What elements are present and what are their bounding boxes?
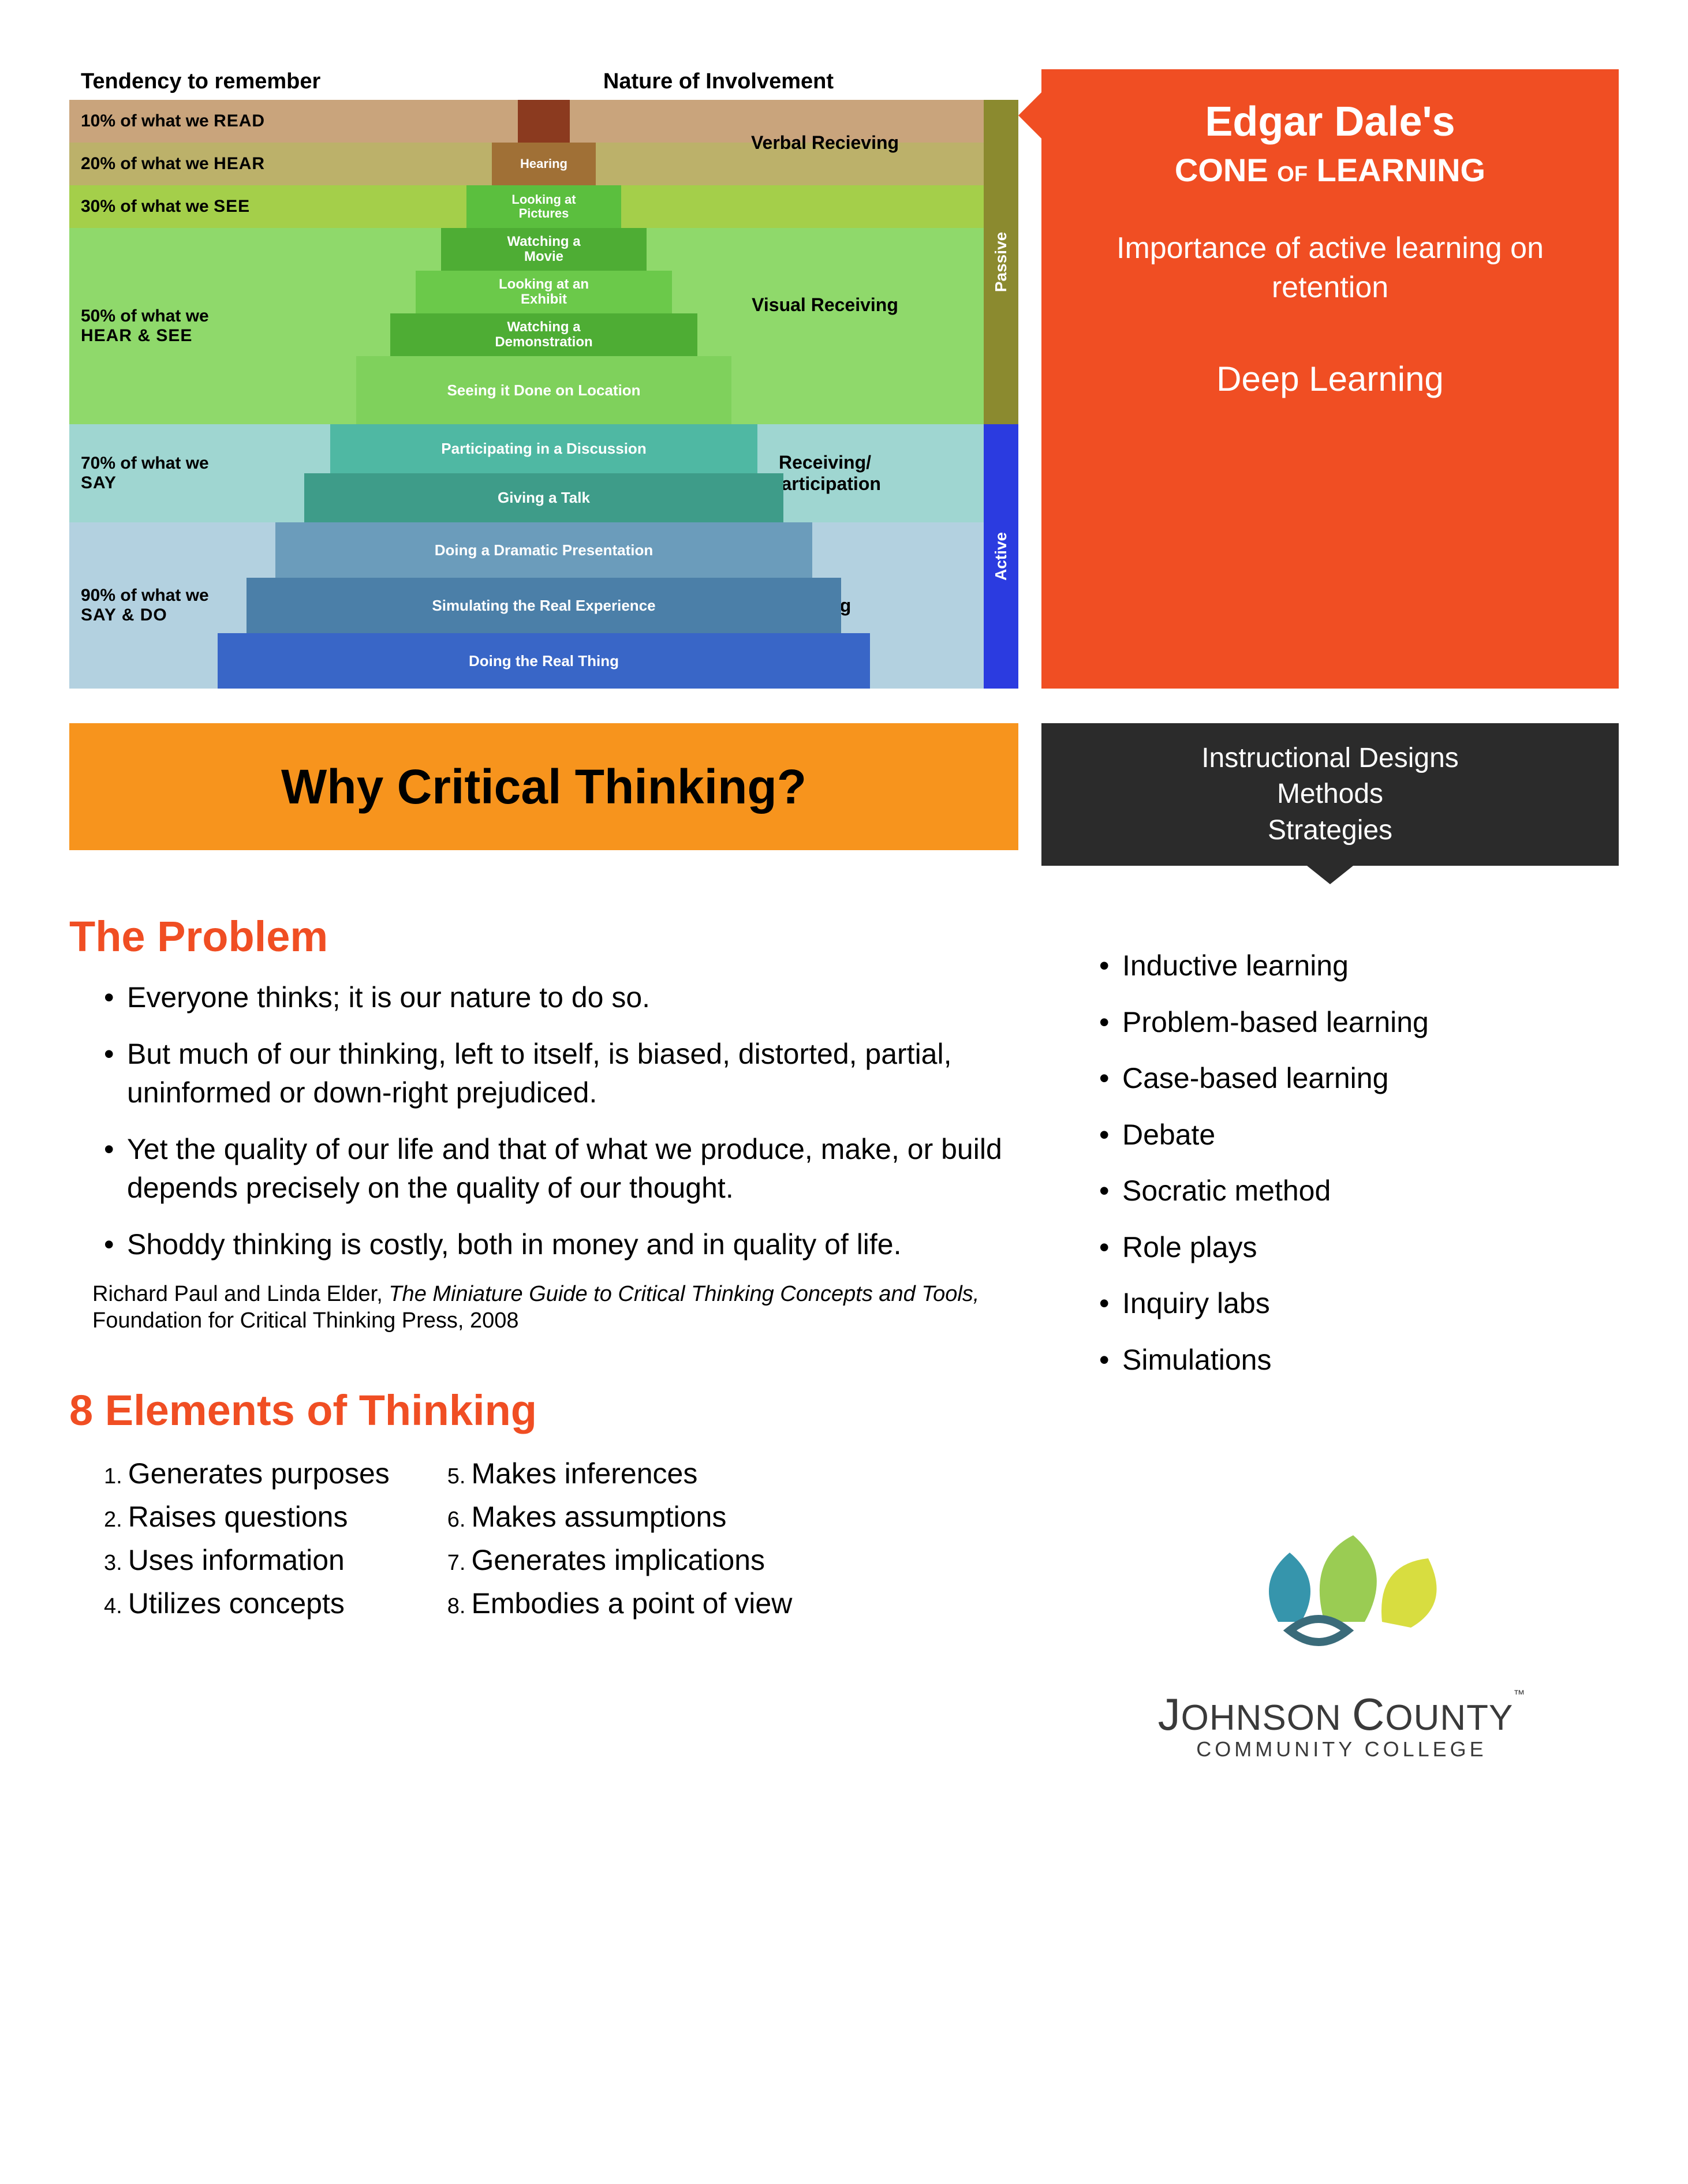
- header-left: Tendency to remember: [81, 69, 320, 94]
- side-label: Passive: [984, 100, 1018, 424]
- pyramid-band: Watching a Movie: [441, 228, 647, 271]
- pyramid-band: Simulating the Real Experience: [247, 578, 841, 633]
- method-item: Socratic method: [1099, 1172, 1619, 1211]
- method-item: Inquiry labs: [1099, 1284, 1619, 1323]
- side-label: Active: [984, 424, 1018, 689]
- instructional-designs-box: Instructional Designs Methods Strategies: [1041, 723, 1619, 866]
- pyramid-band: [518, 100, 570, 143]
- pyramid: HearingLooking at PicturesWatching a Mov…: [197, 100, 890, 689]
- cone-title-box: Edgar Dale's CONE OF LEARNING Importance…: [1041, 69, 1619, 689]
- logo-line2: COMMUNITY COLLEGE: [1065, 1737, 1619, 1762]
- problem-list: Everyone thinks; it is our nature to do …: [69, 978, 1018, 1264]
- red-subtitle: CONE OF LEARNING: [1065, 151, 1596, 189]
- element-item: 7.Generates implications: [447, 1539, 793, 1582]
- citation: Richard Paul and Linda Elder, The Miniat…: [69, 1281, 1018, 1334]
- method-item: Case-based learning: [1099, 1059, 1619, 1098]
- red-body: Importance of active learning on retenti…: [1065, 229, 1596, 307]
- pyramid-band: Watching a Demonstration: [390, 313, 697, 356]
- element-item: 5.Makes inferences: [447, 1452, 793, 1495]
- method-item: Debate: [1099, 1116, 1619, 1155]
- right-column: Inductive learning Problem-based learning…: [1065, 912, 1619, 1762]
- header-right: Nature of Involvement: [603, 69, 834, 94]
- element-item: 8.Embodies a point of view: [447, 1582, 793, 1625]
- element-item: 6.Makes assumptions: [447, 1495, 793, 1539]
- problem-item: But much of our thinking, left to itself…: [104, 1035, 1018, 1113]
- elements-heading: 8 Elements of Thinking: [69, 1386, 1018, 1435]
- cone-of-learning-diagram: Tendency to remember Nature of Involveme…: [69, 69, 1018, 689]
- red-deep: Deep Learning: [1065, 359, 1596, 399]
- problem-heading: The Problem: [69, 912, 1018, 961]
- pyramid-band: Looking at Pictures: [466, 185, 621, 228]
- pyramid-band: Doing the Real Thing: [218, 633, 870, 689]
- method-item: Role plays: [1099, 1228, 1619, 1267]
- pyramid-band: Hearing: [492, 143, 596, 185]
- problem-item: Yet the quality of our life and that of …: [104, 1130, 1018, 1208]
- method-item: Simulations: [1099, 1341, 1619, 1380]
- method-item: Problem-based learning: [1099, 1003, 1619, 1042]
- content-row: The Problem Everyone thinks; it is our n…: [69, 912, 1619, 1762]
- problem-item: Everyone thinks; it is our nature to do …: [104, 978, 1018, 1018]
- pyramid-band: Seeing it Done on Location: [356, 356, 731, 424]
- top-row: Tendency to remember Nature of Involveme…: [69, 69, 1619, 689]
- pyramid-band: Looking at an Exhibit: [416, 271, 672, 313]
- logo-leaves-icon: [1197, 1506, 1486, 1668]
- element-item: 3.Uses information: [104, 1539, 390, 1582]
- elements-list: 1.Generates purposes2.Raises questions3.…: [69, 1452, 1018, 1625]
- method-item: Inductive learning: [1099, 947, 1619, 986]
- heading-row: Why Critical Thinking? Instructional Des…: [69, 723, 1619, 866]
- red-title: Edgar Dale's: [1065, 98, 1596, 145]
- pyramid-band: Doing a Dramatic Presentation: [275, 522, 812, 578]
- methods-list: Inductive learning Problem-based learning…: [1065, 947, 1619, 1379]
- why-critical-thinking-box: Why Critical Thinking?: [69, 723, 1018, 850]
- pyramid-band: Participating in a Discussion: [330, 424, 757, 473]
- element-item: 1.Generates purposes: [104, 1452, 390, 1495]
- element-item: 2.Raises questions: [104, 1495, 390, 1539]
- element-item: 4.Utilizes concepts: [104, 1582, 390, 1625]
- logo-line1: JOHNSON COUNTY™: [1065, 1688, 1619, 1741]
- pyramid-band: Giving a Talk: [304, 473, 783, 522]
- left-column: The Problem Everyone thinks; it is our n…: [69, 912, 1018, 1762]
- problem-item: Shoddy thinking is costly, both in money…: [104, 1225, 1018, 1265]
- jccc-logo: JOHNSON COUNTY™ COMMUNITY COLLEGE: [1065, 1506, 1619, 1762]
